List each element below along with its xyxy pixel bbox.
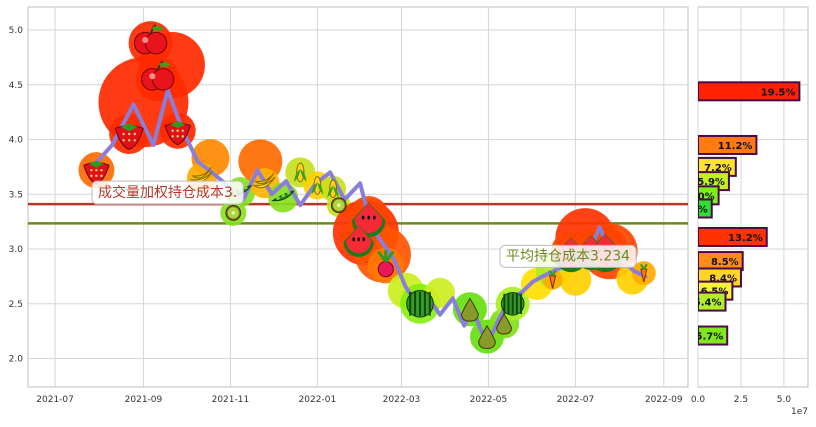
carrot-icon bbox=[640, 263, 648, 283]
side-x-tick-label: 2.5 bbox=[734, 395, 748, 405]
chip-bar-label: 7.2% bbox=[704, 163, 732, 174]
x-tick-label: 2022-09 bbox=[645, 395, 683, 405]
apple-icon bbox=[141, 60, 175, 91]
chip-bar bbox=[698, 325, 729, 346]
chip-bar-label: 11.2% bbox=[718, 141, 753, 152]
pear-icon bbox=[478, 324, 496, 350]
main-tick-labels: 2.0 2.5 3.0 3.5 4.0 4.5 5.0 2021-07 2021-09 2021-… bbox=[9, 26, 683, 405]
chip-bar-label: 5.9% bbox=[697, 177, 725, 188]
watermelon-icon bbox=[343, 225, 374, 257]
apple-icon bbox=[133, 24, 168, 55]
y-tick-label: 2.0 bbox=[9, 355, 24, 365]
chip-bar-label: 4.0% bbox=[687, 191, 715, 202]
chip-bar bbox=[698, 291, 727, 312]
chip-bar-label: 5.7% bbox=[695, 332, 723, 343]
chip-bar bbox=[698, 226, 768, 247]
chip-bar-label: 5.4% bbox=[694, 298, 722, 309]
chip-bar bbox=[698, 81, 801, 102]
melon-icon bbox=[500, 291, 525, 316]
cost-annotations: 成交量加权持仓成本3. 平均持仓成本3.234 bbox=[91, 180, 637, 268]
y-tick-label: 4.5 bbox=[9, 81, 23, 91]
side-x-tick-label: 5.0 bbox=[777, 395, 792, 405]
chip-bar bbox=[698, 198, 713, 219]
corn-icon bbox=[327, 179, 339, 199]
kiwi-icon bbox=[330, 197, 347, 214]
x-tick-label: 2021-09 bbox=[125, 395, 163, 405]
corn-icon bbox=[311, 176, 324, 195]
corn-icon bbox=[294, 162, 307, 183]
cost-annotation-label: 平均持仓成本3.234 bbox=[506, 248, 630, 264]
melon-icon bbox=[406, 289, 434, 318]
strawberry-icon bbox=[164, 121, 191, 146]
peas-icon bbox=[271, 190, 295, 202]
x-tick-label: 2022-07 bbox=[557, 395, 595, 405]
x-tick-label: 2022-01 bbox=[299, 395, 337, 405]
x-tick-label: 2022-05 bbox=[470, 395, 508, 405]
banana-icon bbox=[252, 172, 276, 189]
chip-distribution-bars: 19.5%11.2%7.2%5.9%4.0%2.6%13.2%8.5%8.4%6… bbox=[680, 81, 801, 346]
x-tick-label: 2021-11 bbox=[212, 395, 250, 405]
x-tick-label: 2022-03 bbox=[383, 395, 421, 405]
kiwi-icon bbox=[225, 205, 242, 221]
pear-icon bbox=[461, 297, 479, 322]
cost-annotation-box bbox=[499, 244, 637, 268]
strawberry-icon bbox=[114, 123, 144, 150]
chip-bar-label: 13.2% bbox=[728, 233, 763, 244]
side-tick-labels: 0.0 2.5 5.0 bbox=[691, 395, 792, 405]
y-tick-label: 5.0 bbox=[9, 26, 24, 36]
radish-icon bbox=[377, 250, 395, 278]
side-axis-multiplier: 1e7 bbox=[791, 407, 808, 417]
cost-annotation-box bbox=[91, 180, 244, 205]
chip-bar-label: 2.6% bbox=[680, 204, 708, 215]
x-tick-label: 2021-07 bbox=[36, 395, 74, 405]
y-tick-label: 3.5 bbox=[9, 190, 23, 200]
pear-icon bbox=[496, 313, 512, 335]
cost-annotation-label: 成交量加权持仓成本3. bbox=[98, 184, 237, 201]
y-tick-label: 2.5 bbox=[9, 300, 23, 310]
chip-bar bbox=[698, 134, 758, 155]
chip-bar-label: 8.5% bbox=[711, 257, 739, 268]
y-tick-label: 4.0 bbox=[9, 136, 24, 146]
chip-bar-label: 8.4% bbox=[709, 273, 737, 284]
side-x-tick-label: 0.0 bbox=[691, 395, 706, 405]
chip-bar-label: 19.5% bbox=[761, 87, 796, 98]
y-tick-label: 3.0 bbox=[9, 245, 24, 255]
strawberry-icon bbox=[83, 160, 110, 185]
carrot-icon bbox=[548, 270, 557, 289]
